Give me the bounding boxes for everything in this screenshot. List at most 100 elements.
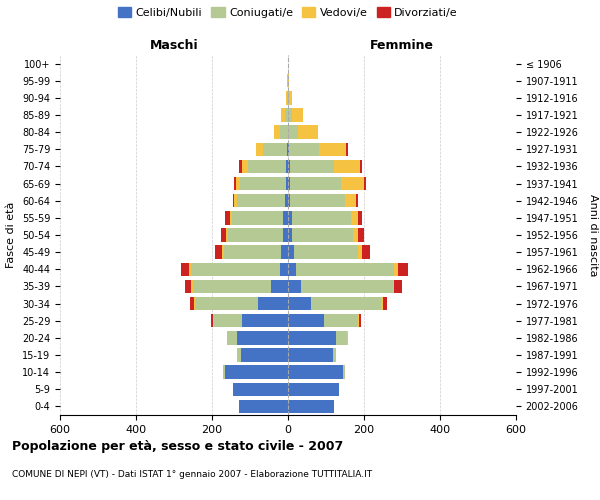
Bar: [223, 366, 226, 379]
Bar: [281, 108, 285, 122]
Bar: [296, 262, 394, 276]
Bar: [289, 91, 292, 104]
Bar: [381, 297, 383, 310]
Bar: [181, 262, 189, 276]
Text: COMUNE DI NEPI (VT) - Dati ISTAT 1° gennaio 2007 - Elaborazione TUTTITALIA.IT: COMUNE DI NEPI (VT) - Dati ISTAT 1° genn…: [12, 470, 372, 479]
Bar: [398, 262, 408, 276]
Bar: [288, 246, 294, 259]
Bar: [288, 331, 335, 344]
Bar: [224, 211, 230, 224]
Bar: [214, 314, 242, 328]
Bar: [289, 142, 319, 156]
Bar: [288, 228, 292, 241]
Bar: [193, 280, 271, 293]
Bar: [358, 228, 364, 241]
Bar: [290, 177, 341, 190]
Bar: [301, 280, 392, 293]
Bar: [333, 348, 336, 362]
Bar: [286, 91, 287, 104]
Bar: [288, 280, 301, 293]
Bar: [288, 108, 292, 122]
Bar: [346, 142, 347, 156]
Bar: [263, 142, 287, 156]
Bar: [292, 108, 303, 122]
Bar: [358, 314, 359, 328]
Bar: [359, 314, 361, 328]
Bar: [358, 246, 362, 259]
Bar: [286, 160, 288, 173]
Bar: [242, 314, 288, 328]
Bar: [288, 177, 290, 190]
Bar: [241, 348, 288, 362]
Bar: [394, 262, 398, 276]
Bar: [290, 160, 334, 173]
Bar: [311, 297, 381, 310]
Bar: [280, 126, 288, 139]
Bar: [211, 314, 213, 328]
Bar: [240, 177, 286, 190]
Text: Popolazione per età, sesso e stato civile - 2007: Popolazione per età, sesso e stato civil…: [12, 440, 343, 453]
Bar: [238, 348, 241, 362]
Bar: [288, 126, 298, 139]
Bar: [226, 366, 288, 379]
Bar: [356, 194, 358, 207]
Bar: [274, 126, 280, 139]
Bar: [242, 160, 248, 173]
Bar: [227, 331, 236, 344]
Bar: [288, 314, 324, 328]
Bar: [288, 297, 311, 310]
Bar: [257, 297, 288, 310]
Bar: [229, 228, 283, 241]
Bar: [288, 160, 290, 173]
Bar: [232, 211, 283, 224]
Bar: [238, 194, 285, 207]
Bar: [287, 91, 288, 104]
Bar: [235, 177, 236, 190]
Bar: [360, 160, 362, 173]
Bar: [248, 160, 286, 173]
Bar: [221, 228, 226, 241]
Bar: [286, 177, 288, 190]
Bar: [334, 160, 360, 173]
Text: Maschi: Maschi: [149, 38, 199, 52]
Bar: [283, 228, 288, 241]
Bar: [191, 280, 193, 293]
Bar: [288, 366, 343, 379]
Y-axis label: Fasce di età: Fasce di età: [7, 202, 16, 268]
Bar: [353, 228, 358, 241]
Bar: [343, 366, 345, 379]
Bar: [288, 348, 333, 362]
Bar: [213, 314, 214, 328]
Bar: [226, 228, 229, 241]
Bar: [392, 280, 394, 293]
Bar: [345, 194, 356, 207]
Bar: [235, 194, 238, 207]
Bar: [224, 246, 281, 259]
Bar: [222, 246, 224, 259]
Bar: [292, 228, 353, 241]
Bar: [287, 142, 288, 156]
Bar: [383, 297, 387, 310]
Bar: [185, 280, 191, 293]
Bar: [233, 194, 235, 207]
Y-axis label: Anni di nascita: Anni di nascita: [588, 194, 598, 276]
Bar: [298, 126, 319, 139]
Bar: [290, 194, 345, 207]
Bar: [350, 211, 358, 224]
Bar: [271, 280, 288, 293]
Bar: [233, 382, 288, 396]
Bar: [283, 211, 288, 224]
Bar: [319, 142, 346, 156]
Bar: [362, 246, 370, 259]
Bar: [195, 297, 257, 310]
Bar: [281, 246, 288, 259]
Bar: [194, 297, 195, 310]
Bar: [191, 262, 280, 276]
Bar: [256, 142, 263, 156]
Text: Femmine: Femmine: [370, 38, 434, 52]
Bar: [288, 211, 292, 224]
Bar: [280, 262, 288, 276]
Bar: [285, 194, 288, 207]
Bar: [236, 177, 240, 190]
Bar: [215, 246, 222, 259]
